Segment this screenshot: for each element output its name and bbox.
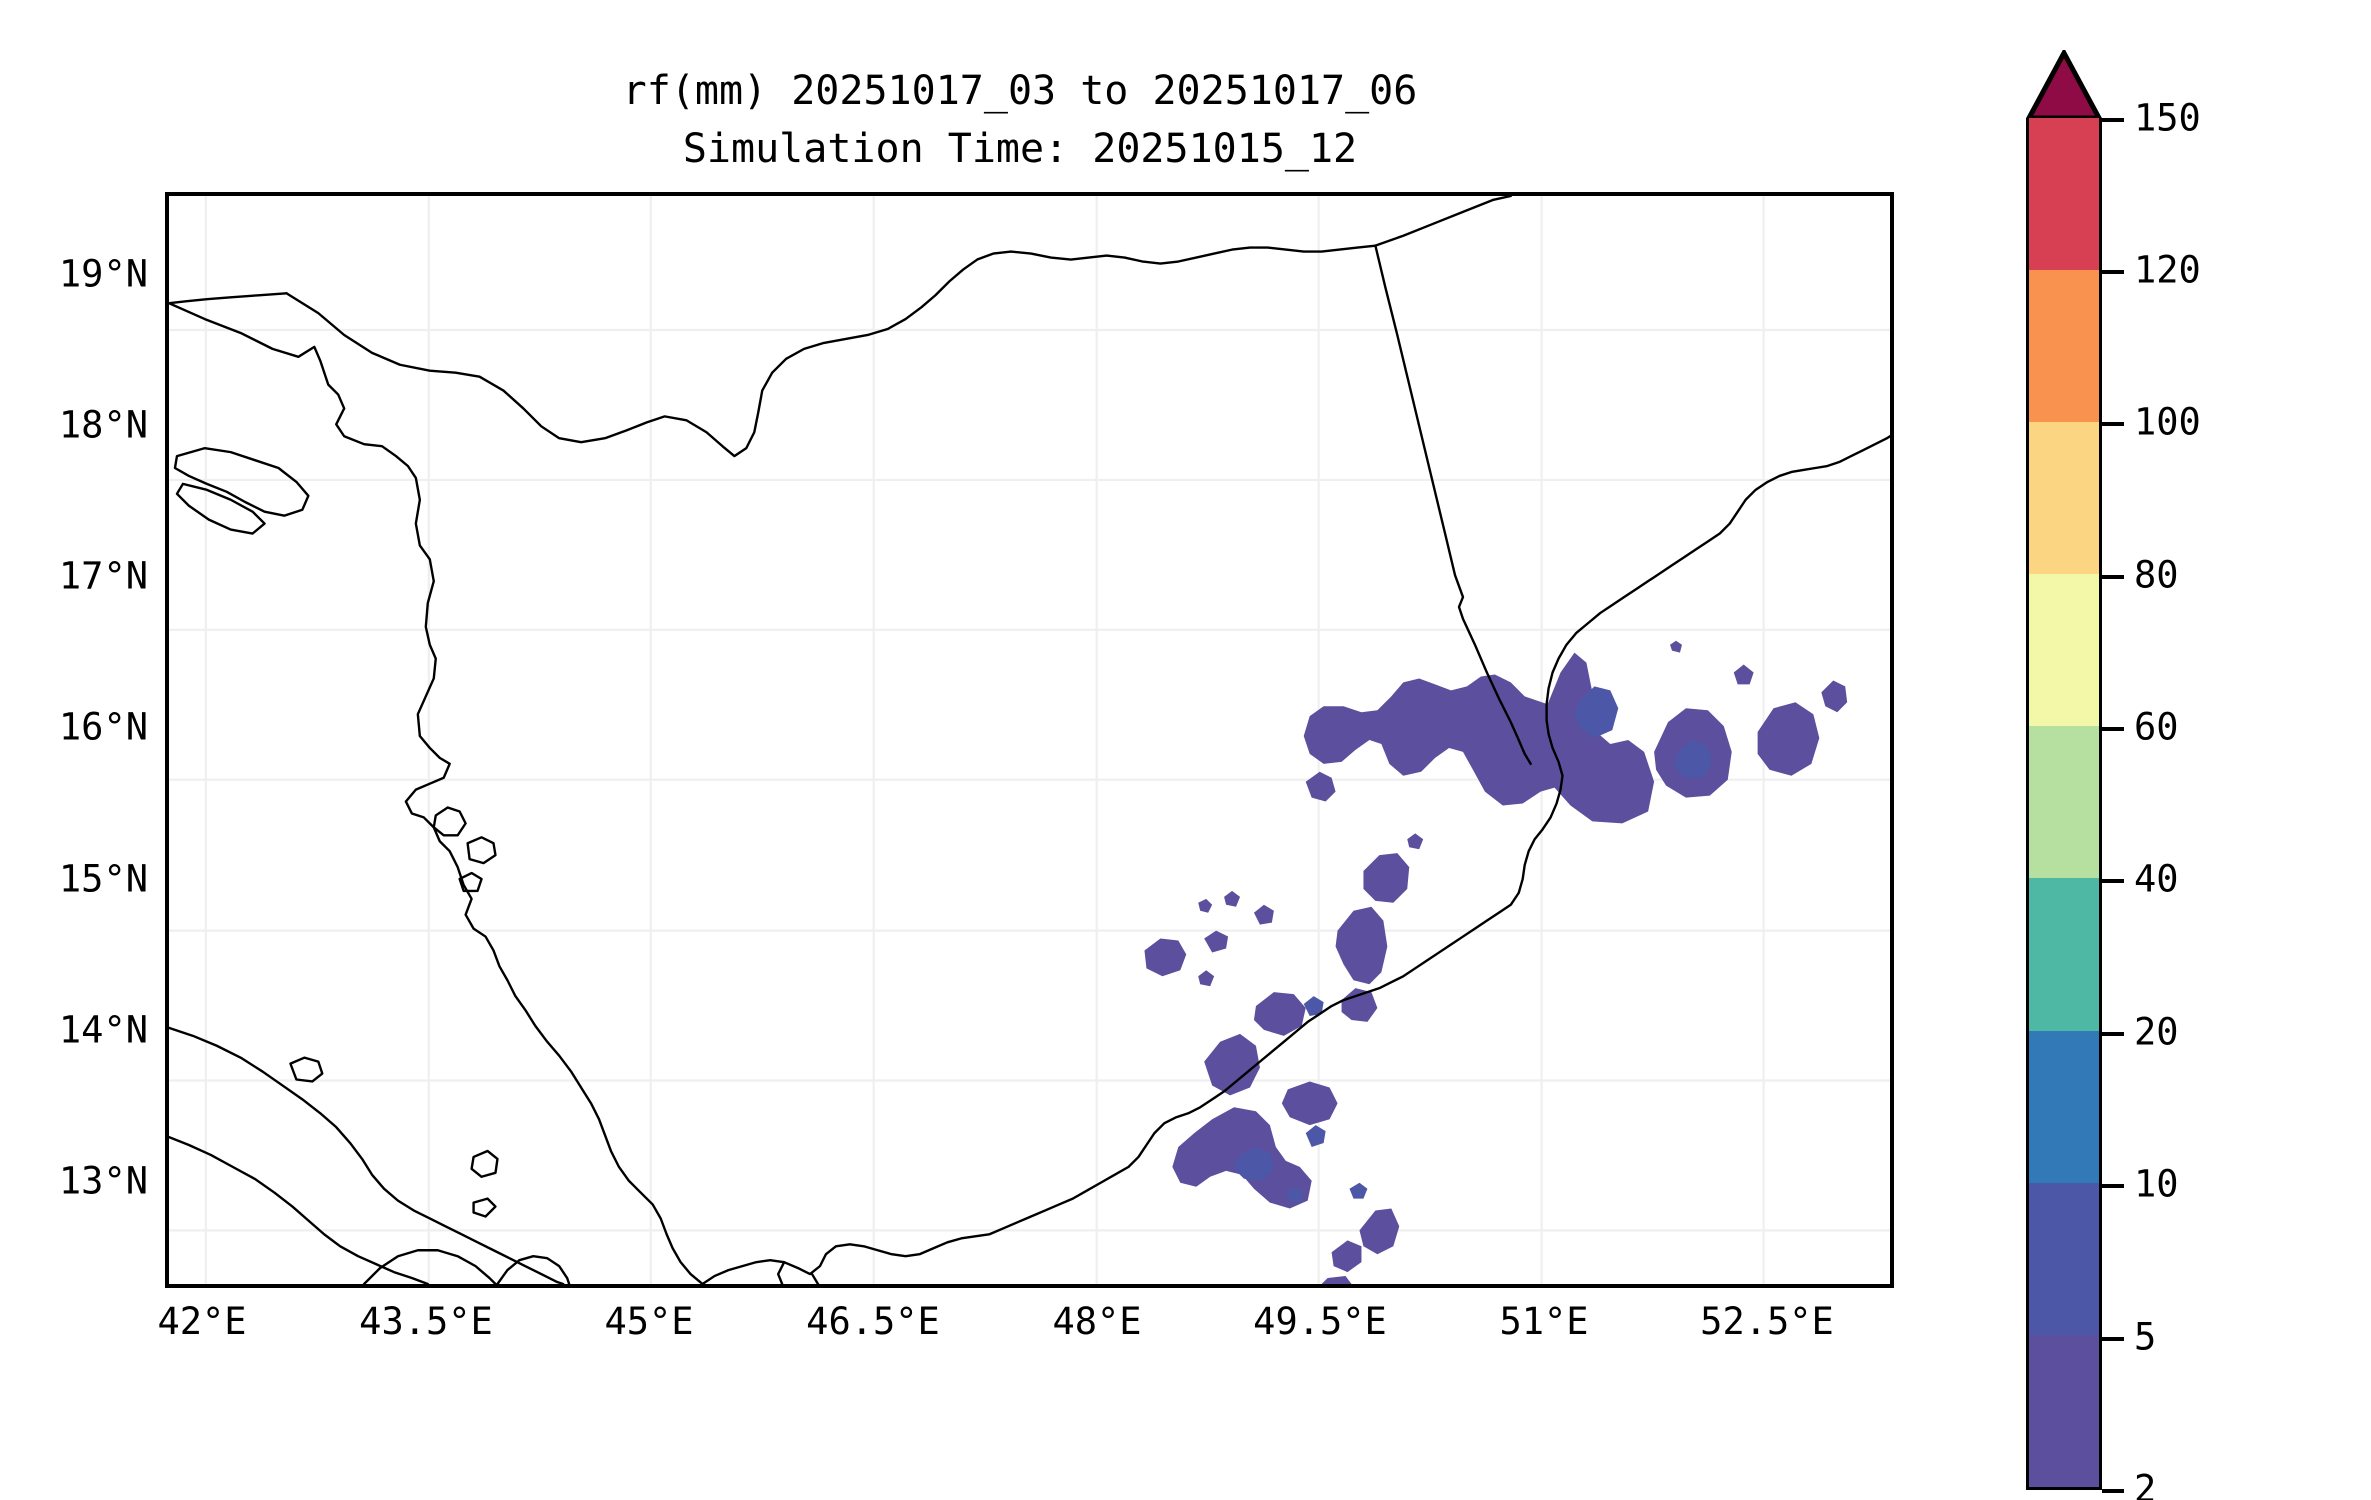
ytick-label-14N: 14°N (58, 1008, 148, 1052)
colorbar-tick-120 (2102, 270, 2124, 274)
colorbar-label-120: 120 (2134, 248, 2201, 292)
colorbar-label-80: 80 (2134, 553, 2179, 597)
ytick-label-13N: 13°N (58, 1159, 148, 1203)
rainfall-band-5-10mm (1234, 686, 1712, 1203)
xtick-label-42E: 42°E (157, 1300, 247, 1343)
colorbar-label-40: 40 (2134, 857, 2179, 901)
colorbar-label-100: 100 (2134, 400, 2201, 444)
rainfall-band-2-5mm (1144, 640, 1848, 1284)
colorbar-band-5-10 (2029, 1182, 2099, 1335)
colorbar-label-60: 60 (2134, 705, 2179, 749)
xtick-label-48E: 48°E (1052, 1300, 1142, 1343)
xtick-label-52-5E: 52.5°E (1700, 1300, 1834, 1343)
ytick-label-17N: 17°N (58, 554, 148, 598)
colorbar-tick-100 (2102, 422, 2124, 426)
colorbar-tick-20 (2102, 1032, 2124, 1036)
colorbar-band-60-80 (2029, 574, 2099, 727)
colorbar-band-100-120 (2029, 270, 2099, 423)
colorbar-tick-60 (2102, 727, 2124, 731)
xtick-label-46-5E: 46.5°E (806, 1300, 940, 1343)
xtick-label-43-5E: 43.5°E (359, 1300, 493, 1343)
map-canvas (169, 196, 1890, 1284)
xtick-label-51E: 51°E (1499, 1300, 1589, 1343)
colorbar-tick-10 (2102, 1184, 2124, 1188)
title-line-simulation-time: Simulation Time: 20251015_12 (682, 126, 1358, 172)
ytick-label-18N: 18°N (58, 403, 148, 447)
figure-title: rf(mm) 20251017_03 to 20251017_06 Simula… (0, 62, 2040, 178)
colorbar-tick-80 (2102, 575, 2124, 579)
colorbar-tick-40 (2102, 879, 2124, 883)
ytick-label-16N: 16°N (58, 705, 148, 749)
colorbar-label-150: 150 (2134, 96, 2201, 140)
xtick-label-45E: 45°E (604, 1300, 694, 1343)
colorbar-band-40-60 (2029, 726, 2099, 879)
xtick-label-49-5E: 49.5°E (1253, 1300, 1387, 1343)
colorbar-tick-150 (2102, 118, 2124, 122)
colorbar-label-2: 2 (2134, 1467, 2157, 1500)
colorbar-label-5: 5 (2134, 1315, 2157, 1359)
colorbar-band-10-20 (2029, 1030, 2099, 1183)
colorbar-tick-2 (2102, 1489, 2124, 1493)
gridlines (169, 196, 1890, 1284)
colorbar[interactable]: 150 120 100 80 60 40 20 10 5 2 (2026, 50, 2326, 1500)
colorbar-label-10: 10 (2134, 1162, 2179, 1206)
colorbar-bands (2026, 118, 2102, 1490)
coastlines-and-borders (169, 196, 1890, 1284)
title-line-variable-period: rf(mm) 20251017_03 to 20251017_06 (622, 68, 1418, 114)
ytick-label-15N: 15°N (58, 857, 148, 901)
colorbar-label-20: 20 (2134, 1010, 2179, 1054)
colorbar-extend-arrow-icon (2026, 50, 2102, 120)
ytick-label-19N: 19°N (58, 252, 148, 296)
colorbar-band-20-40 (2029, 878, 2099, 1031)
colorbar-band-2-5 (2029, 1334, 2099, 1487)
colorbar-band-120-150 (2029, 118, 2099, 271)
colorbar-tick-5 (2102, 1337, 2124, 1341)
colorbar-band-80-100 (2029, 422, 2099, 575)
map-plot-area[interactable] (165, 192, 1894, 1288)
